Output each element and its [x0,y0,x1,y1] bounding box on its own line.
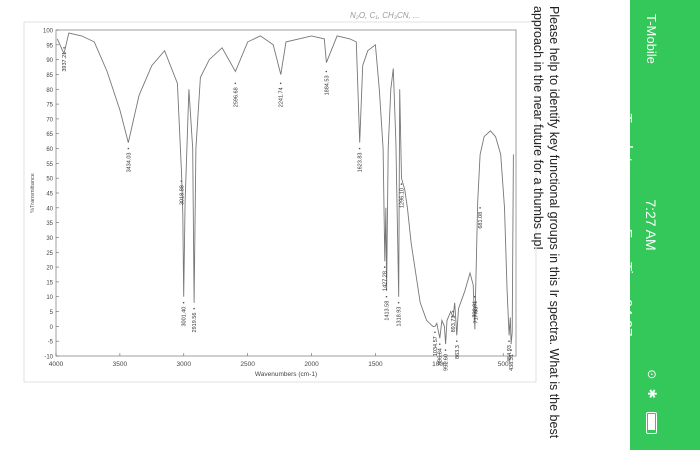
peak-marker [182,301,185,304]
status-icons: ⊙ ✱ [645,369,659,434]
peak-marker [473,295,476,298]
peak-marker [383,266,386,268]
peak-label: 454.93 [507,345,513,362]
x-tick-label: 2500 [240,361,255,368]
peak-label: 951.60 [444,354,450,371]
y-tick-label: 55 [46,162,53,168]
peak-label: 1884.53 [324,75,330,95]
y-tick-label: 70 [46,117,53,123]
x-tick-label: 2000 [304,361,319,368]
peak-label: 2241.74 [279,87,285,107]
peak-label: 1034.57 [433,336,439,356]
x-tick-label: 3000 [177,361,192,368]
peak-label: 722.91 [473,301,479,318]
y-tick-label: 95 [46,43,53,49]
ir-spectrum-chart: 100 95 90 85 80 75 70 65 60 55 50 45 40 35 30 25 20 15 10 5… [20,0,540,450]
peak-label: 996.84 [438,348,444,365]
x-axis-label: Wavenumbers (cm-1) [255,371,317,378]
y-tick-label: 80 [46,88,53,94]
y-tick-label: 40 [46,206,53,212]
peak-label: 3018.88 [179,185,185,205]
y-tick-label: 65 [46,132,53,138]
y-tick-label: 0 [50,325,54,331]
spectrum-line [56,32,514,345]
peak-marker [456,340,458,342]
peak-label: 1427.28 [383,271,389,291]
peak-marker [358,147,361,150]
peak-label: 717.63 [473,307,479,324]
y-tick-label: 30 [46,236,53,242]
peak-label: 2919.56 [192,313,198,333]
peak-marker [385,295,388,298]
y-tick-label: 90 [46,58,53,64]
question-text: Please help to identify key functional g… [531,6,561,439]
bluetooth-icon: ✱ [645,388,659,402]
y-tick-label: 25 [46,251,53,257]
peak-marker [279,82,282,85]
peak-marker [479,207,481,209]
y-tick-label: 45 [46,192,53,198]
peak-label: 681.08 [478,212,484,229]
y-tick-label: 20 [46,266,53,272]
peak-marker [127,147,130,150]
handwritten-note: N₂O, C₁, CH₃CN, ... [350,11,420,20]
facetime-status-bar[interactable] [630,0,700,450]
y-tick-label: -10 [44,355,53,361]
y-tick-label: -5 [48,340,54,346]
plot-frame [55,29,517,357]
battery-icon [645,412,657,434]
peak-marker [452,310,454,313]
peak-marker [397,301,400,304]
status-bar-content[interactable]: T-Mobile 7:27 AM ⊙ ✱ Touch to resume Fac… [595,0,665,450]
x-tick-label: 4000 [49,361,64,368]
y-tick-label: 85 [46,73,53,79]
peak-marker [325,70,328,73]
peak-label: 2596.68 [233,87,239,107]
peak-label: 3434.03 [126,153,132,173]
y-tick-label: 5 [50,310,54,316]
peak-marker [510,349,512,351]
figure-border [23,21,537,383]
peak-marker [474,301,477,304]
peak-marker [234,82,237,85]
x-tick-label: 500 [498,361,509,368]
x-tick-label: 3500 [113,361,128,368]
peak-marker [193,307,195,310]
y-tick-label: 10 [46,295,53,301]
y-tick-label: 60 [46,147,53,153]
y-tick-label: 100 [43,29,54,35]
peak-marker [438,343,441,345]
y-tick-label: 50 [46,177,53,183]
ir-spectrum-svg: 1009590858075706560555045403530252015105… [23,11,537,383]
peak-label: 1296.10 [399,188,405,208]
peak-label: 893.73 [451,316,457,333]
alarm-icon: ⊙ [645,369,659,383]
x-tick-label: 1000 [432,361,447,368]
peak-label: 1413.58 [384,301,390,321]
peak-marker [508,340,510,342]
x-tick-label: 1500 [368,361,383,368]
peak-label: 1623.83 [358,153,364,173]
y-tick-label: 15 [46,280,53,286]
peak-label: 1318.93 [397,307,403,327]
y-axis-label: %Transmittance [30,173,36,213]
peak-marker [434,331,436,334]
peak-label: 438.31 [509,354,515,371]
peak-marker [444,349,447,351]
peak-marker [180,180,183,182]
resume-facetime-banner[interactable]: Touch to resume FaceTime 04:07 [618,113,635,337]
peak-label: 3001.40 [182,307,188,327]
peak-marker [63,46,65,49]
y-tick-label: 75 [46,103,53,109]
peak-label: 3937.21 [62,52,68,72]
y-tick-label: 35 [46,221,53,227]
peak-label: 863.3 [455,345,461,359]
peak-marker [400,183,403,185]
